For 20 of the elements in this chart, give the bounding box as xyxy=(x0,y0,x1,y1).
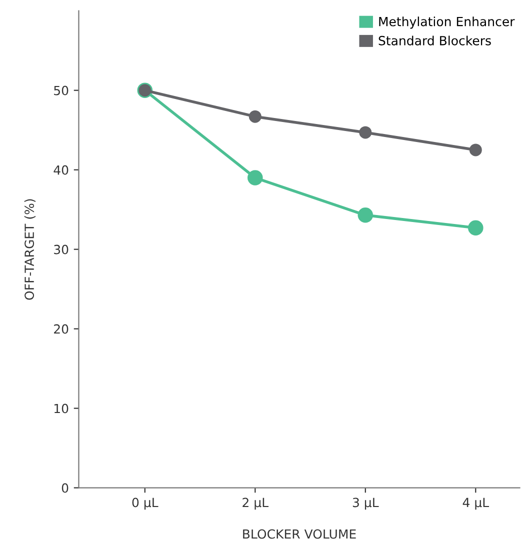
point xyxy=(359,126,372,139)
y-tick-label: 30 xyxy=(54,244,68,254)
legend-label: Standard Blockers xyxy=(378,36,491,46)
x-tick-label: 3 µL xyxy=(352,498,379,510)
point xyxy=(248,110,262,123)
legend-label: Methylation Enhancer xyxy=(379,16,515,29)
y-tick-label: 50 xyxy=(54,86,68,96)
point xyxy=(248,170,263,186)
point xyxy=(469,144,482,156)
x-tick-label: 0 µL xyxy=(132,498,158,510)
y-axis-title: OFF-TARGET (%) xyxy=(24,199,36,300)
x-tick-label: 2 µL xyxy=(242,498,269,510)
y-tick-label: 10 xyxy=(54,404,68,414)
x-axis-title: BLOCKER VOLUME xyxy=(243,529,356,539)
point xyxy=(468,220,484,236)
point xyxy=(358,208,374,223)
y-tick-label: 0 xyxy=(62,483,68,493)
y-tick-label: 40 xyxy=(54,165,68,175)
y-tick-label: 20 xyxy=(54,324,68,334)
x-tick-label: 4 µL xyxy=(462,498,490,510)
